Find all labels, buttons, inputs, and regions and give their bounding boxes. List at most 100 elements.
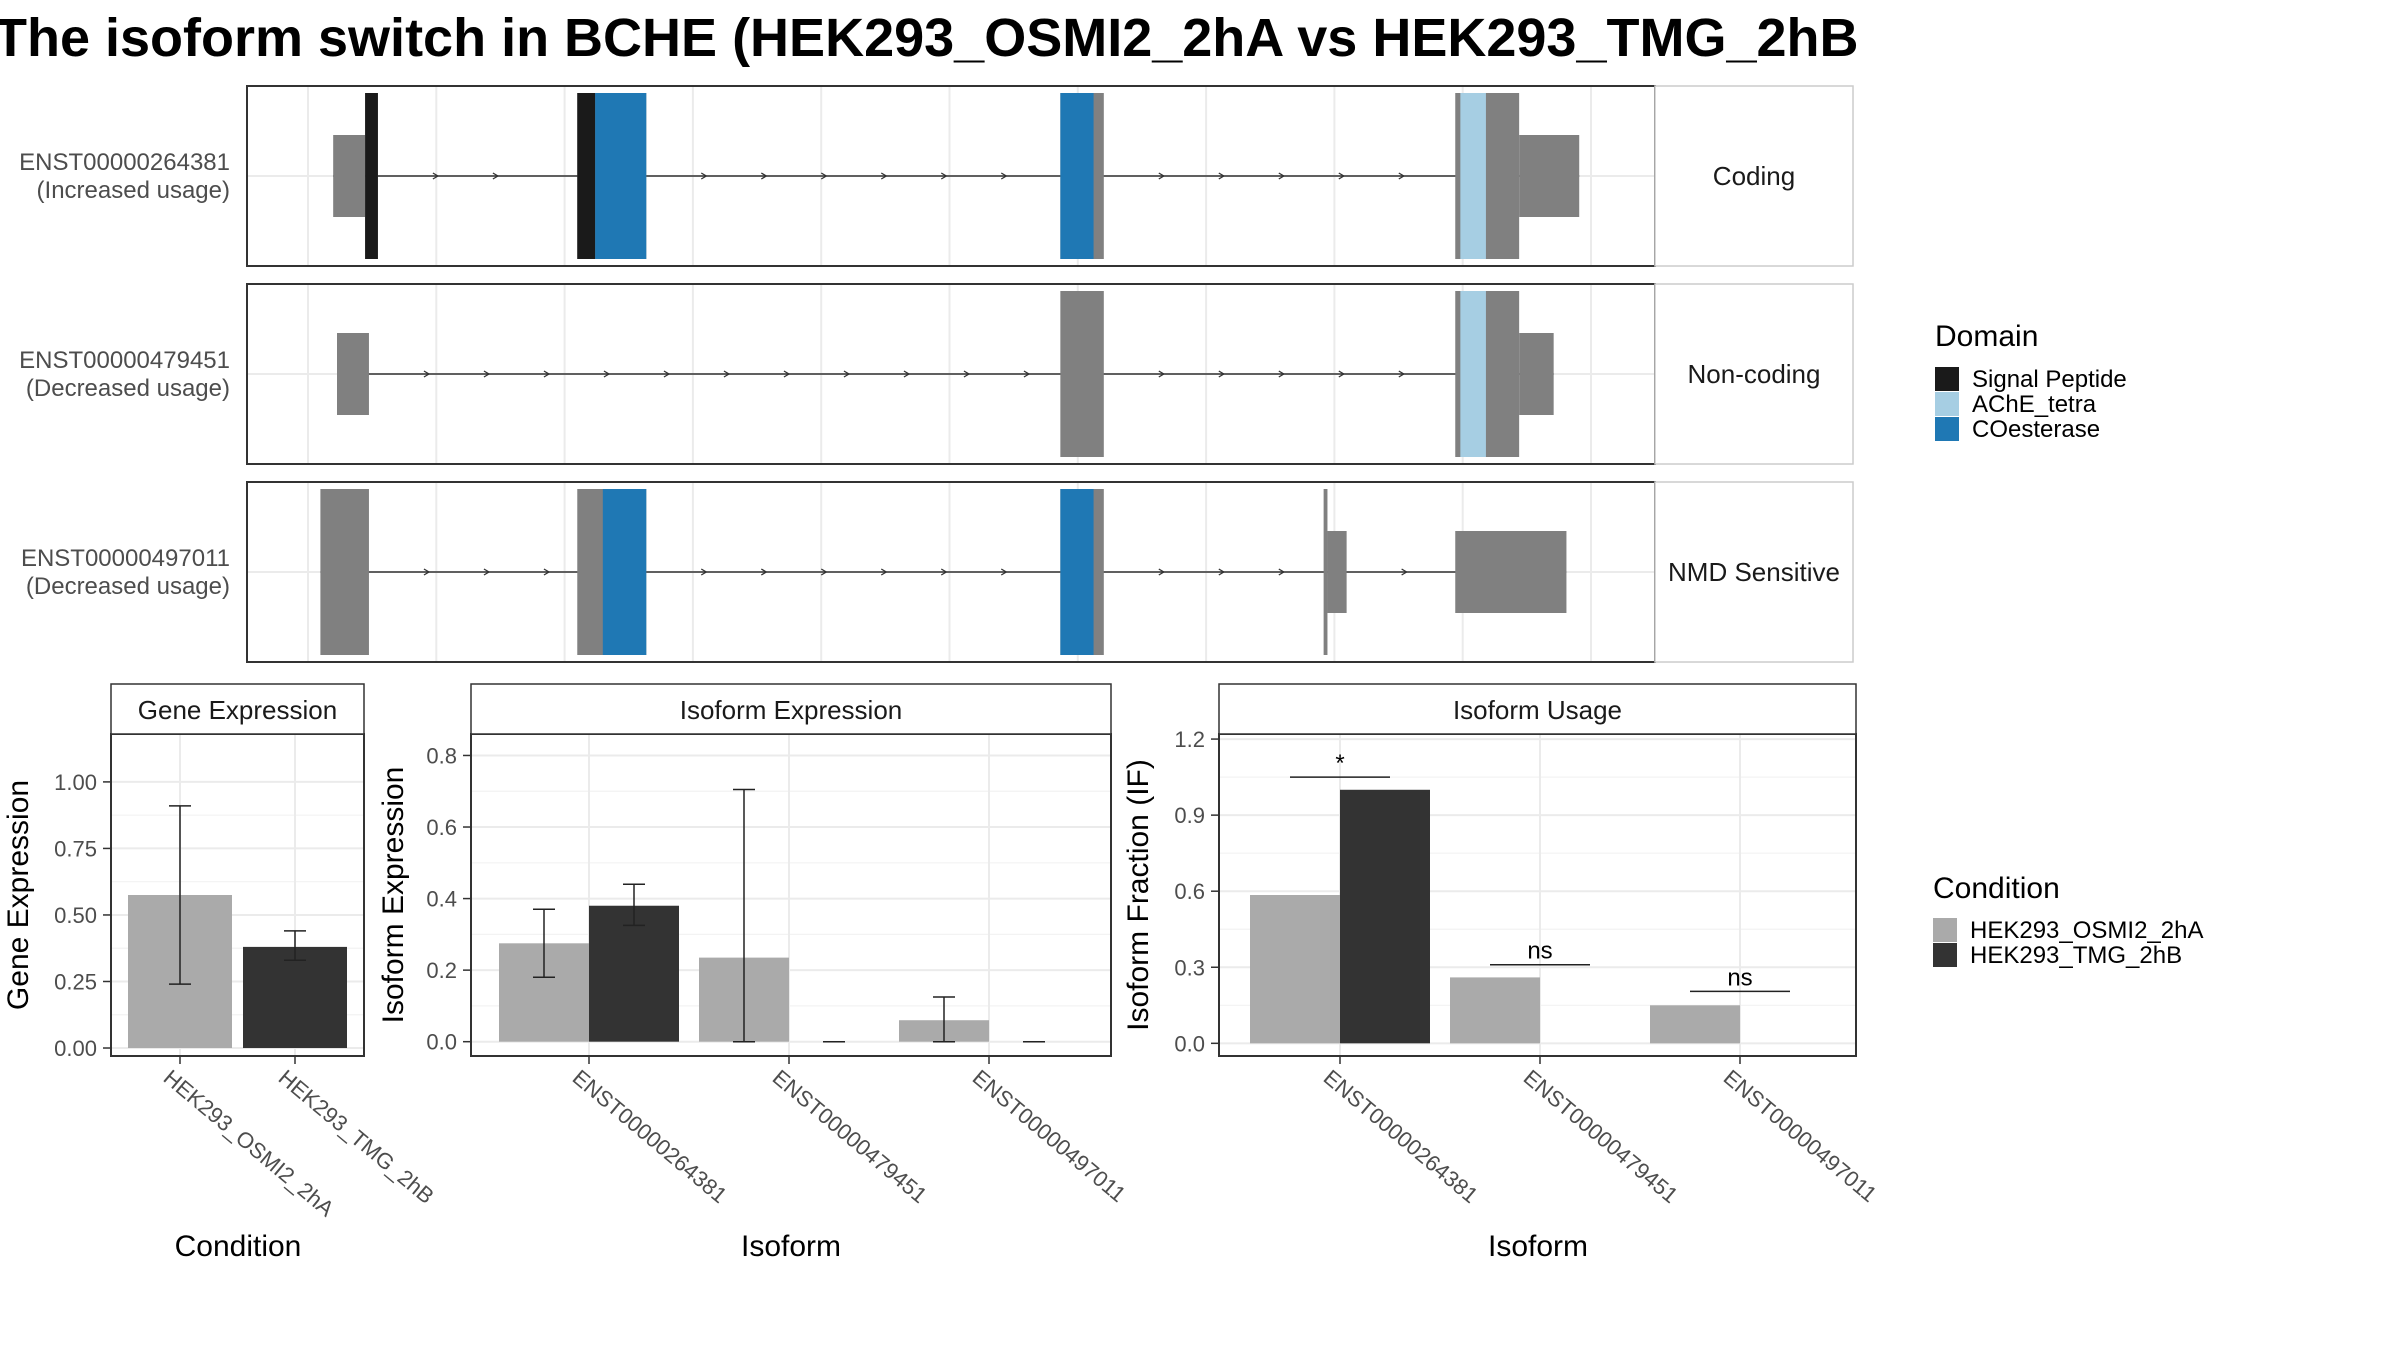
intron-arrow <box>1218 370 1226 378</box>
transcript-category: Non-coding <box>1688 359 1821 389</box>
gene-structure-panel: Coding ENST00000264381(Increased usage) No… <box>19 85 1854 663</box>
transcript-category: NMD Sensitive <box>1668 557 1840 587</box>
x-tick-label: ENST00000497011 <box>1719 1065 1882 1207</box>
transcript-id-label: ENST00000497011 <box>21 545 230 572</box>
intron-arrow <box>1218 568 1226 576</box>
intron-arrow <box>700 568 708 576</box>
legend-swatch <box>1935 367 1959 391</box>
intron-arrow <box>483 370 491 378</box>
intron-arrow <box>700 172 708 180</box>
category-strip <box>1654 283 1854 465</box>
legend-swatch <box>1935 392 1959 416</box>
intron-arrow <box>940 568 948 576</box>
legend-label: HEK293_TMG_2hB <box>1970 942 2182 969</box>
intron-arrow <box>423 370 431 378</box>
category-strip <box>1654 481 1854 663</box>
intron-arrow <box>963 370 971 378</box>
transcript-category: Coding <box>1713 161 1795 191</box>
intron-arrow <box>1398 172 1406 180</box>
significance-label: ns <box>1727 964 1752 991</box>
category-strip <box>1654 85 1854 267</box>
x-tick-label: ENST00000264381 <box>568 1065 732 1208</box>
y-tick-label: 1.00 <box>54 770 97 795</box>
domain-block <box>1060 93 1094 259</box>
x-tick-label: ENST00000479451 <box>768 1065 932 1208</box>
y-axis-title: Isoform Expression <box>377 767 410 1024</box>
exon <box>1327 531 1347 613</box>
intron-arrow <box>940 172 948 180</box>
intron-arrow <box>1158 568 1166 576</box>
bar <box>1340 789 1430 1044</box>
domain-block <box>365 93 378 259</box>
y-axis-title: Gene Expression <box>2 780 35 1010</box>
intron-arrow <box>1218 172 1226 180</box>
intron-arrow <box>903 370 911 378</box>
y-tick-label: 0.6 <box>426 815 457 840</box>
y-tick-label: 0.6 <box>1174 879 1205 904</box>
bar <box>243 946 347 1049</box>
exon <box>320 489 369 655</box>
panel-strip <box>470 683 1112 735</box>
exon <box>1060 291 1104 457</box>
domain-block <box>602 489 647 655</box>
legends: Domain Signal PeptideAChE_tetraCOesterase… <box>1933 320 2203 969</box>
bar-chart-panels: Gene Expression0.000.250.500.751.00HEK29… <box>2 683 1882 1263</box>
intron-arrow <box>1338 370 1346 378</box>
transcript-row: Coding ENST00000264381(Increased usage) <box>19 85 1854 267</box>
intron-arrow <box>543 370 551 378</box>
bar <box>589 905 679 1042</box>
bar <box>1650 1005 1740 1044</box>
intron-arrow <box>663 370 671 378</box>
significance-label: * <box>1335 750 1344 777</box>
panel-title: Isoform Usage <box>1453 695 1622 725</box>
y-tick-label: 0.8 <box>426 743 457 768</box>
y-tick-label: 0.4 <box>426 887 457 912</box>
y-tick-label: 0.00 <box>54 1036 97 1061</box>
y-tick-label: 0.0 <box>426 1030 457 1055</box>
exon <box>1455 531 1567 613</box>
x-axis-title: Isoform <box>1488 1230 1588 1263</box>
intron-arrow <box>1158 172 1166 180</box>
y-tick-label: 0.0 <box>1174 1031 1205 1056</box>
intron-arrow <box>760 568 768 576</box>
legend-label: Signal Peptide <box>1972 366 2127 393</box>
domain-block <box>595 93 647 259</box>
transcript-usage-label: (Decreased usage) <box>26 573 230 600</box>
intron-arrow <box>1278 568 1286 576</box>
exon <box>1323 489 1328 655</box>
x-axis-title: Isoform <box>741 1230 841 1263</box>
panel-strip <box>1218 683 1857 735</box>
y-axis-title: Isoform Fraction (IF) <box>1122 759 1155 1031</box>
legend-title: Condition <box>1933 872 2060 905</box>
intron-arrow <box>783 370 791 378</box>
y-tick-label: 0.25 <box>54 969 97 994</box>
intron-arrow <box>1023 370 1031 378</box>
bar <box>1450 977 1540 1044</box>
domain-block <box>1460 291 1486 457</box>
panel-title: Gene Expression <box>138 695 337 725</box>
intron-arrow <box>432 172 440 180</box>
legend-label: AChE_tetra <box>1972 391 2097 418</box>
intron-arrow <box>843 370 851 378</box>
transcript-usage-label: (Increased usage) <box>37 177 230 204</box>
bar-panel: Gene Expression0.000.250.500.751.00HEK29… <box>2 683 439 1263</box>
legend-label: COesterase <box>1972 416 2100 443</box>
x-tick-label: ENST00000479451 <box>1519 1065 1683 1208</box>
exon <box>1519 135 1580 217</box>
y-tick-label: 0.9 <box>1174 803 1205 828</box>
intron-arrow <box>1398 370 1406 378</box>
transcript-id-label: ENST00000264381 <box>19 149 230 176</box>
chart-title: The isoform switch in BCHE (HEK293_OSMI2… <box>0 8 1859 68</box>
legend-swatch <box>1933 943 1957 967</box>
legend-title: Domain <box>1935 320 2038 353</box>
intron-arrow <box>760 172 768 180</box>
exon <box>1519 333 1554 415</box>
y-tick-label: 0.75 <box>54 836 97 861</box>
intron-arrow <box>820 568 828 576</box>
intron-arrow <box>1000 568 1008 576</box>
x-tick-label: ENST00000497011 <box>968 1065 1131 1207</box>
intron-arrow <box>723 370 731 378</box>
